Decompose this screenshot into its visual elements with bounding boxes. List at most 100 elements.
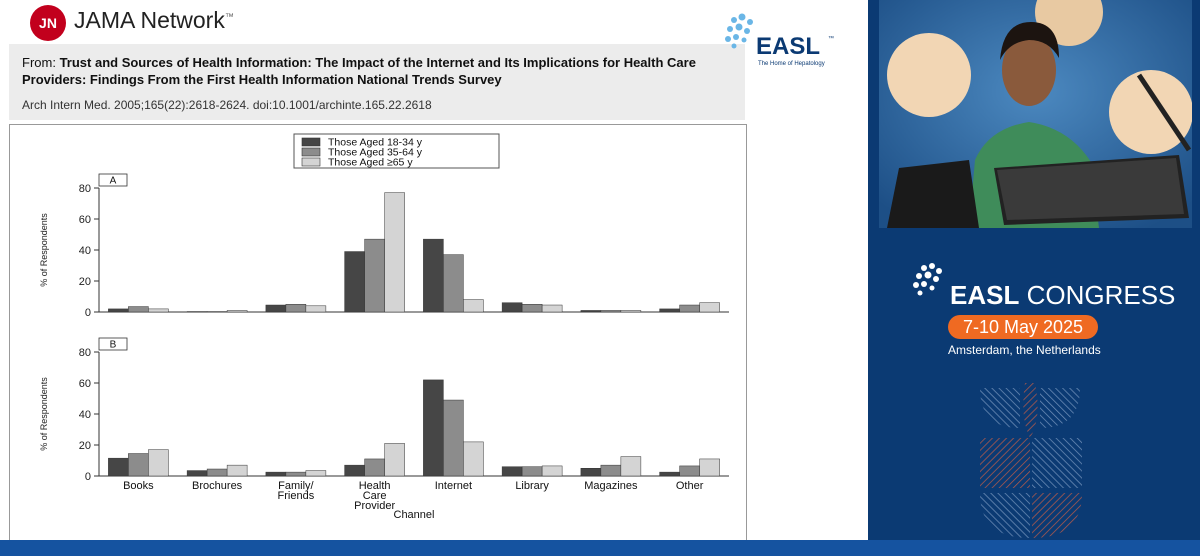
bar [580,468,602,477]
panel-label: A [110,176,117,187]
bar [541,304,563,313]
speaker-video [879,0,1192,228]
monitor-screen [997,158,1184,220]
panel-label-box [98,337,128,351]
bar [344,251,365,313]
congress-dates: 7-10 May 2025 [948,315,1098,339]
y-tick-label: 80 [79,183,91,195]
y-tick-label: 60 [79,378,91,390]
panel-label-box [98,173,128,187]
legend-label: Those Aged 35-64 y [328,147,423,159]
bar [128,306,149,313]
bar [600,464,622,477]
jn-initials: JN [39,15,57,31]
bar [699,458,720,477]
congress-title-bold: EASL [950,280,1020,310]
stage-light-left [887,33,971,117]
x-tick-label: Magazines [584,480,638,492]
x-tick-label: Provider [354,500,395,512]
bar [679,304,700,313]
x-tick-label: Brochures [192,480,243,492]
x-tick-label: Internet [435,480,472,492]
bar [206,311,228,313]
x-tick-label: Health [359,480,391,492]
lectern-left [887,160,979,228]
easl-tagline: The Home of Hepatology [758,61,825,67]
x-tick-label: Care [363,490,387,502]
bar [364,458,385,477]
bar [463,441,484,477]
legend-label: Those Aged ≥65 y [328,157,413,169]
tulip-leaf-left [980,493,1030,538]
bar [659,471,680,477]
bar [679,465,700,477]
bar [423,238,444,313]
y-tick-label: 40 [79,245,91,257]
y-tick-label: 0 [85,307,91,319]
tulip-leaf-right [1032,493,1082,538]
bar [108,457,129,477]
bar [501,302,523,313]
bar [305,305,327,313]
bar [206,468,228,477]
tulip-petal-left [980,388,1020,428]
easl-logo-tm: ™ [828,35,834,42]
y-axis-label: % of Respondents [39,377,49,451]
bar [384,443,405,477]
tulip-decoration [980,383,1082,538]
from-label: From: [22,55,56,70]
bar [699,302,720,313]
legend-label: Those Aged 18-34 y [328,137,423,149]
bar [463,299,484,313]
bar [659,308,680,313]
x-tick-label: Friends [278,490,315,502]
bar [265,304,287,313]
legend-swatch [301,147,321,157]
bar [501,466,523,477]
bar [541,465,563,477]
speaker-face [1002,34,1056,106]
bar [148,308,169,313]
bar [443,399,464,477]
bar [186,470,208,477]
congress-dots-icon [913,263,942,296]
citation: Arch Intern Med. 2005;165(22):2618-2624.… [22,98,432,112]
publisher-name-text: JAMA Network [74,7,225,33]
y-tick-label: 60 [79,214,91,226]
x-tick-label: Other [676,480,704,492]
presentation-slide: JN JAMA Network™ From: Trust and Sources… [0,0,868,540]
bottom-bar [0,540,1200,556]
x-axis-label: Channel [394,509,435,521]
y-tick-label: 20 [79,440,91,452]
tulip-petal-right [1040,388,1080,428]
tulip-block-a [980,438,1030,488]
bar [443,254,464,313]
congress-title-rest: CONGRESS [1026,280,1176,310]
publisher-tm: ™ [224,11,234,22]
bar [226,310,248,313]
y-tick-label: 40 [79,409,91,421]
reference-box [9,44,745,120]
bar [148,449,169,477]
bar [226,464,248,477]
congress-title: EASL CONGRESS [950,280,1175,311]
legend-swatch [301,157,321,167]
bar [521,466,543,477]
speaker-hair [1000,22,1059,60]
bar [128,453,149,477]
bar [265,471,287,477]
easl-logo: EASL ™ The Home of Hepatology [725,13,834,67]
bar [285,471,307,477]
bar [423,379,444,477]
bar [580,310,602,313]
y-tick-label: 80 [79,347,91,359]
y-tick-label: 0 [85,471,91,483]
panel-label: B [110,340,117,351]
publisher-name: JAMA Network™ [74,7,234,34]
microphone-stand [1136,73,1192,152]
y-axis-label: % of Respondents [39,213,49,287]
bar [108,308,129,313]
bar [521,304,543,313]
